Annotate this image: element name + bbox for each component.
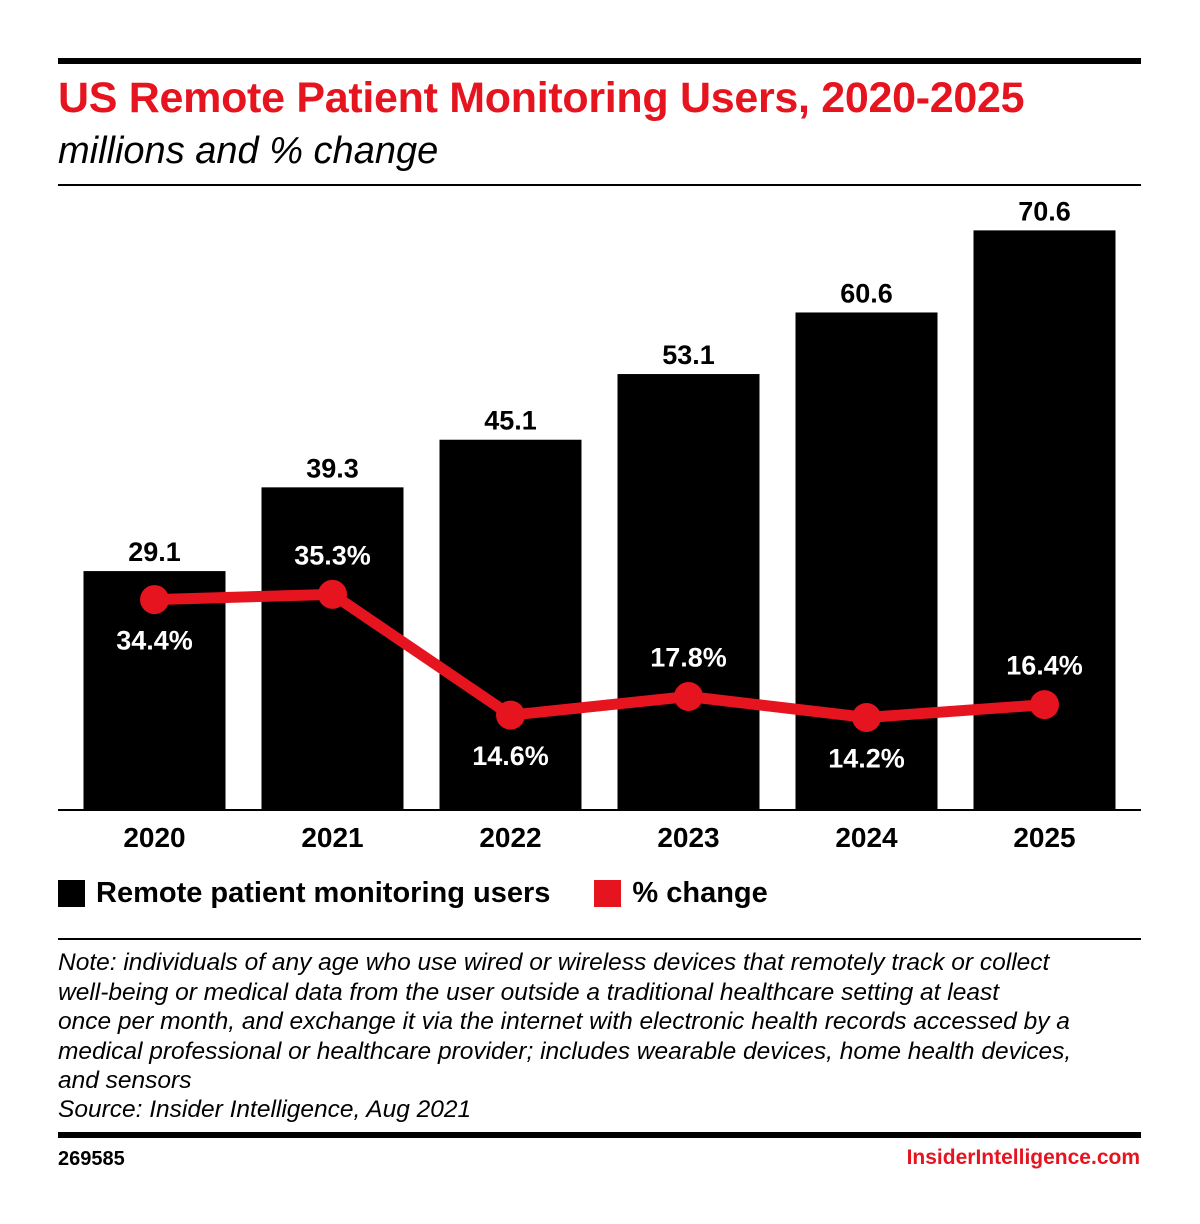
change-point-2025	[1030, 690, 1059, 720]
source-text: Source: Insider Intelligence, Aug 2021	[58, 1096, 472, 1123]
legend-label-users: Remote patient monitoring users	[96, 877, 551, 909]
x-tick-label-2025: 2025	[1013, 822, 1075, 853]
bar-value-label-2022: 45.1	[484, 406, 537, 436]
x-tick-label-2020: 2020	[123, 822, 185, 853]
top-rule	[58, 58, 1141, 64]
bar-value-label-2023: 53.1	[662, 340, 715, 370]
legend-swatch-change	[594, 880, 622, 907]
legend: Remote patient monitoring users % change	[58, 877, 812, 910]
chart-subtitle: millions and % change	[58, 130, 439, 172]
change-point-2023	[674, 681, 703, 711]
bar-value-label-2024: 60.6	[840, 278, 893, 308]
x-tick-label-2021: 2021	[301, 822, 363, 853]
change-label-2020: 34.4%	[116, 626, 193, 656]
change-point-2021	[318, 579, 347, 609]
change-label-2021: 35.3%	[294, 540, 371, 570]
change-point-2020	[140, 585, 169, 615]
brand-link[interactable]: InsiderIntelligence.com	[906, 1146, 1140, 1169]
bar-2025	[973, 230, 1116, 810]
bar-2024	[795, 312, 938, 810]
change-label-2023: 17.8%	[650, 642, 727, 672]
bars-group	[83, 230, 1116, 810]
change-label-2022: 14.6%	[472, 741, 549, 771]
title-divider	[58, 184, 1141, 186]
bar-2021	[261, 487, 404, 810]
bar-2022	[439, 439, 582, 810]
bar-value-label-2020: 29.1	[128, 537, 181, 567]
legend-swatch-users	[58, 880, 85, 907]
x-tick-label-2024: 2024	[835, 822, 898, 853]
legend-item-users: Remote patient monitoring users	[58, 877, 550, 910]
chart: 29.1 2020 39.3 2021 45.1 2022 53.1 2023 60.6 2024…	[58, 196, 1141, 853]
change-point-2024	[852, 703, 881, 733]
x-tick-label-2023: 2023	[657, 822, 719, 853]
bottom-rule	[58, 1132, 1141, 1138]
legend-label-change: % change	[632, 877, 768, 909]
note-divider	[58, 938, 1141, 940]
labels-group: 29.1 2020 39.3 2021 45.1 2022 53.1 2023 60.6 2024…	[116, 196, 1083, 853]
line-series-group	[140, 579, 1059, 733]
footnote: Note: individuals of any age who use wir…	[58, 949, 1072, 1095]
change-point-2022	[496, 700, 525, 730]
bar-value-label-2025: 70.6	[1018, 196, 1071, 226]
x-tick-label-2022: 2022	[479, 822, 541, 853]
change-label-2025: 16.4%	[1006, 651, 1083, 681]
chart-id: 269585	[58, 1148, 125, 1170]
change-line	[154, 588, 1045, 724]
change-label-2024: 14.2%	[828, 744, 905, 774]
bar-2023	[617, 374, 760, 810]
legend-item-change: % change	[594, 877, 768, 910]
bar-value-label-2021: 39.3	[306, 453, 359, 483]
chart-title: US Remote Patient Monitoring Users, 2020…	[58, 74, 1025, 122]
